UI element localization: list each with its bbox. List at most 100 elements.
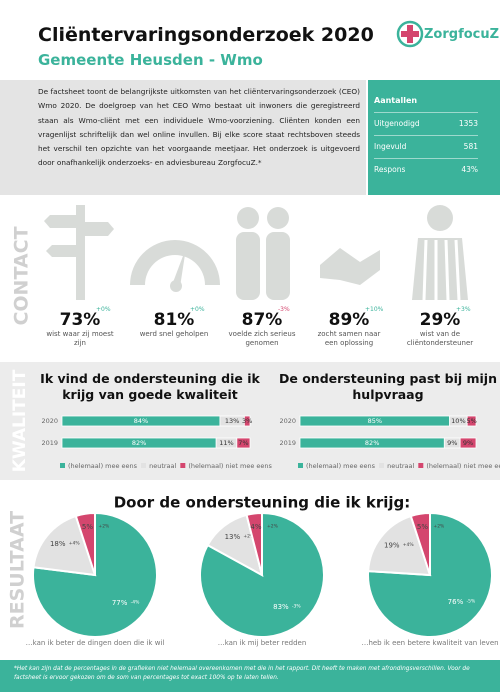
pie-slice (74, 511, 96, 576)
counts-box (368, 80, 500, 195)
section-label: KWALITEIT (10, 369, 30, 472)
bar-label: 13% (225, 417, 239, 425)
count-value: 581 (463, 142, 478, 151)
pie-label: 5% (82, 523, 93, 531)
counts-title: Aantallen (374, 96, 418, 105)
contact-change: +10% (365, 306, 384, 313)
legend-swatch (180, 463, 186, 468)
pie-label: 19% (384, 541, 400, 549)
pie-change: +2% (243, 533, 255, 539)
pie-label: 5% (417, 523, 428, 531)
counts-table: Uitgenodigd 1353 Ingevuld 581 Respons 43% (374, 112, 478, 181)
pie-label: 13% (225, 533, 241, 541)
pie-label: 83% (273, 603, 289, 611)
bar-label: 82% (365, 439, 379, 447)
subtitle: Gemeente Heusden - Wmo (38, 51, 263, 69)
bar-label: 85% (368, 417, 382, 425)
pie-change: -4% (131, 599, 140, 605)
referee-stripes (422, 239, 461, 301)
bar-label: 9% (447, 439, 457, 447)
contact-label: wist waar zij moest zijn (46, 330, 114, 347)
count-label: Ingevuld (374, 142, 407, 151)
bar-label: 9% (463, 439, 473, 447)
contact-label: zocht samen naar een oplossing (317, 330, 381, 347)
section-label: RESULTAAT (7, 511, 29, 629)
bar-label: 84% (134, 417, 148, 425)
pie-label: 4% (250, 523, 261, 531)
logo: ZorgfocuZ (424, 27, 500, 42)
result-title: Door de ondersteuning die ik krijg: (114, 494, 411, 512)
legend-label: (helemaal) mee eens (68, 462, 138, 470)
footer-band (0, 660, 500, 692)
bar-label: 5% (466, 417, 476, 425)
pie-label: 76% (448, 598, 464, 606)
title: Cliëntervaringsonderzoek 2020 (38, 24, 374, 46)
contact-change: +3% (456, 306, 471, 313)
logo-icon (396, 20, 424, 48)
count-row: Uitgenodigd 1353 (374, 112, 478, 135)
contact-value: 81% (153, 310, 195, 330)
count-value: 43% (461, 165, 478, 174)
contact-change: +0% (96, 306, 111, 313)
bar-segment (459, 437, 477, 449)
pie-slice (409, 511, 431, 576)
bar-label: 11% (219, 439, 233, 447)
chart-title: Ik vind de ondersteuning die ik krijg va… (40, 371, 260, 402)
pie-label: 77% (112, 599, 128, 607)
pie-change: +2% (98, 524, 110, 530)
bar-label: 7% (238, 439, 248, 447)
intro: De factsheet toont de belangrijkste uitk… (38, 87, 360, 168)
intro-band (0, 80, 366, 195)
count-row: Respons 43% (374, 158, 478, 181)
legend-label: neutraal (387, 462, 414, 470)
pie-change: -3% (292, 604, 301, 610)
contact-value: 87% (241, 310, 283, 330)
bar-segment (236, 437, 251, 449)
legend-label: (helemaal) niet mee eens (426, 462, 500, 470)
bar-label: 82% (132, 439, 146, 447)
legend-swatch (418, 463, 424, 468)
legend-label: (helemaal) niet mee eens (188, 462, 272, 470)
y-tick-label: 2019 (41, 439, 58, 447)
count-label: Uitgenodigd (374, 119, 420, 128)
legend-swatch (60, 463, 65, 468)
bar-label: 3% (242, 417, 252, 425)
pie-slice (367, 514, 432, 577)
y-tick-label: 2020 (41, 417, 58, 425)
contact-value: 29% (419, 310, 461, 330)
pie-change: +4% (69, 541, 81, 547)
pie-slice (245, 511, 263, 576)
pie-change: -5% (466, 599, 475, 605)
legend-swatch (141, 463, 147, 468)
contact-label: voelde zich serieus genomen (228, 330, 296, 347)
count-label: Respons (374, 165, 406, 174)
bar-segment (466, 415, 477, 427)
pie-change: +2% (267, 524, 279, 530)
pie-caption: …heb ik een betere kwaliteit van leven (361, 639, 498, 647)
contact-label: wist van de cliëntondersteuner (406, 330, 474, 347)
legend-swatch (379, 463, 385, 468)
y-tick-label: 2019 (279, 439, 296, 447)
count-row: Ingevuld 581 (374, 135, 478, 158)
section-label: CONTACT (11, 226, 33, 325)
contact-value: 73% (59, 310, 101, 330)
contact-change: +0% (190, 306, 205, 313)
pie-change: +4% (403, 542, 415, 548)
bar-label: 10% (451, 417, 465, 425)
bar-segment (243, 415, 251, 427)
contact-value: 89% (328, 310, 370, 330)
pie-change: +2% (433, 524, 445, 530)
legend-swatch (298, 463, 303, 468)
pie-label: 18% (50, 540, 66, 548)
footnote: *Het kan zijn dat de percentages in de g… (14, 666, 470, 681)
contact-icons (44, 205, 468, 300)
contact-change: -3% (278, 306, 290, 313)
count-value: 1353 (458, 119, 478, 128)
legend-label: (helemaal) mee eens (306, 462, 376, 470)
chart-title: De ondersteuning past bij mijn hulpvraag (279, 371, 497, 402)
y-tick-label: 2020 (279, 417, 296, 425)
legend-label: neutraal (149, 462, 176, 470)
pie-caption: …kan ik mij beter redden (218, 639, 307, 647)
